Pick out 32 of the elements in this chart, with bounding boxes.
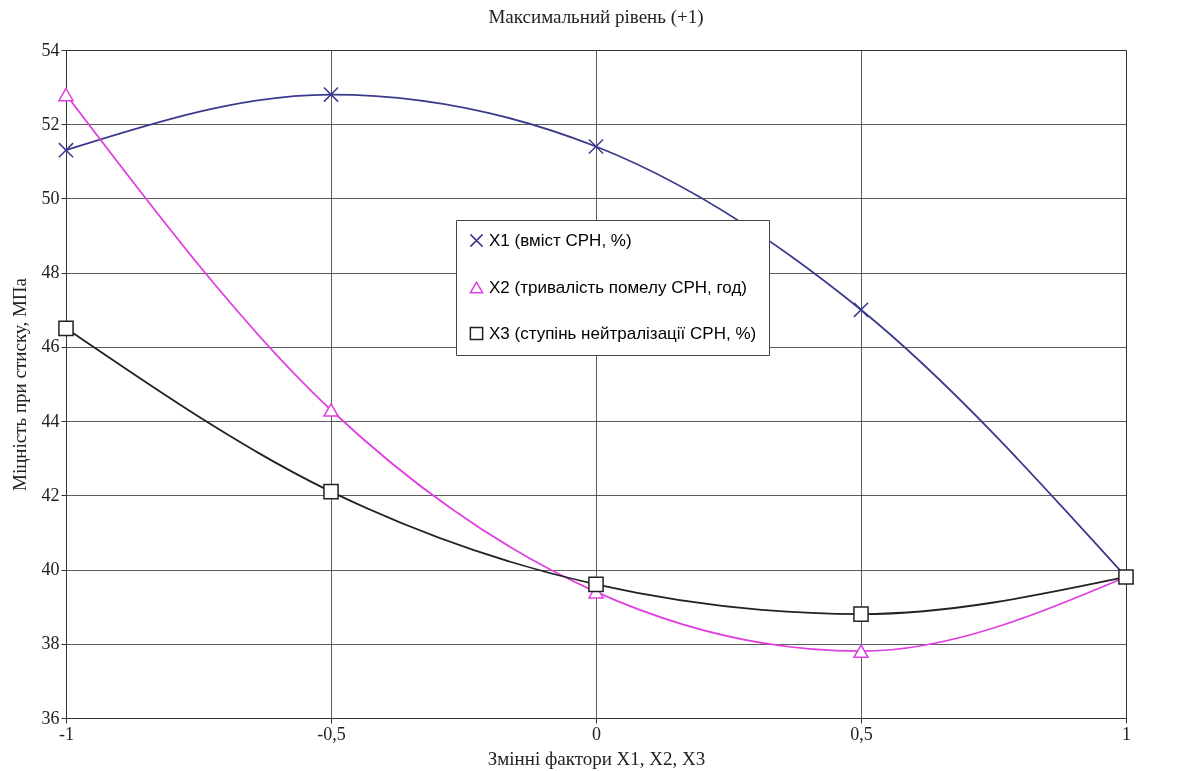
y-tick-label: 52	[41, 113, 60, 134]
x-tick-label: 0,5	[850, 723, 873, 744]
y-tick-label: 44	[41, 410, 60, 431]
y-tick-label: 38	[41, 633, 60, 654]
y-tick-label: 48	[41, 262, 60, 283]
y-tick-label: 42	[41, 484, 60, 505]
point	[58, 87, 74, 102]
point	[588, 576, 604, 593]
x-tick-label: 0	[592, 723, 601, 744]
point	[323, 403, 339, 417]
legend-label: X2 (тривалість помелу СРН, год)	[489, 277, 747, 297]
legend-label: X3 (ступінь нейтралізації СРН, %)	[489, 323, 757, 343]
x-tick-label: -0,5	[317, 723, 346, 744]
x-axis-title: Змінні фактори X1, X2, X3	[487, 747, 706, 769]
x-tick-label: -1	[59, 723, 74, 744]
x-tick-label: 1	[1122, 723, 1131, 744]
point	[58, 320, 74, 337]
legend-label: X1 (вміст СРН, %)	[489, 230, 632, 250]
y-tick-label: 46	[41, 336, 60, 357]
y-tick-label: 50	[41, 187, 60, 208]
y-tick-label: 40	[41, 559, 60, 580]
y-tick-label: 54	[41, 39, 60, 60]
y-tick-label: 36	[41, 707, 60, 728]
chart-title: Максимальний рівень (+1)	[488, 6, 704, 28]
point	[588, 138, 604, 155]
point	[853, 301, 869, 318]
point	[853, 606, 869, 622]
y-axis-title: Міцність при стиску, МПа	[8, 277, 30, 491]
point	[323, 483, 339, 500]
point	[58, 142, 74, 159]
point	[323, 86, 339, 103]
point	[853, 644, 869, 659]
